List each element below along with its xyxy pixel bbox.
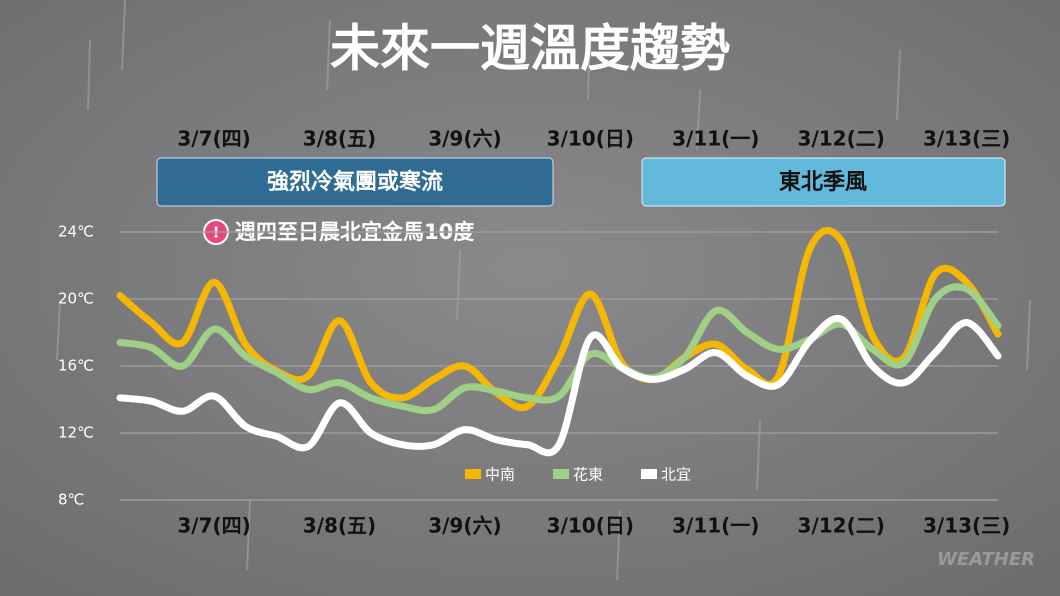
legend-swatch [465,469,481,479]
x-tick-label: 3/11(一) [672,514,759,538]
y-tick-label: 12℃ [58,424,94,442]
x-tick-label-top: 3/7(四) [177,127,250,151]
x-tick-label: 3/10(日) [547,514,634,538]
banner [641,157,1006,207]
banner [156,157,554,207]
legend-swatch [553,469,569,479]
chart-title: 未來一週溫度趨勢 [330,20,730,78]
y-tick-label: 20℃ [58,290,94,308]
legend-label: 中南 [485,466,515,484]
x-tick-label-top: 3/9(六) [428,127,501,151]
y-tick-label: 16℃ [58,357,94,375]
x-tick-label: 3/12(二) [798,514,885,538]
x-tick-label-top: 3/13(三) [923,127,1010,151]
x-tick-label-top: 3/8(五) [303,127,376,151]
legend-label: 花東 [573,466,603,484]
x-tick-label: 3/13(三) [923,514,1010,538]
x-tick-label: 3/7(四) [177,514,250,538]
x-tick-label-top: 3/11(一) [672,127,759,151]
x-tick-label-top: 3/10(日) [547,127,634,151]
y-tick-label: 8℃ [58,491,84,509]
rain [56,0,1031,581]
x-tick-label: 3/8(五) [303,514,376,538]
banner-text: 強烈冷氣團或寒流 [267,169,443,195]
y-tick-label: 24℃ [58,223,94,241]
legend-swatch [641,469,657,479]
watermark: WEATHER [937,549,1035,570]
banner-text: 東北季風 [779,170,867,195]
series-line [116,314,1002,457]
x-tick-label: 3/9(六) [428,514,501,538]
x-tick-label-top: 3/12(二) [798,127,885,151]
legend-label: 北宜 [661,466,691,484]
